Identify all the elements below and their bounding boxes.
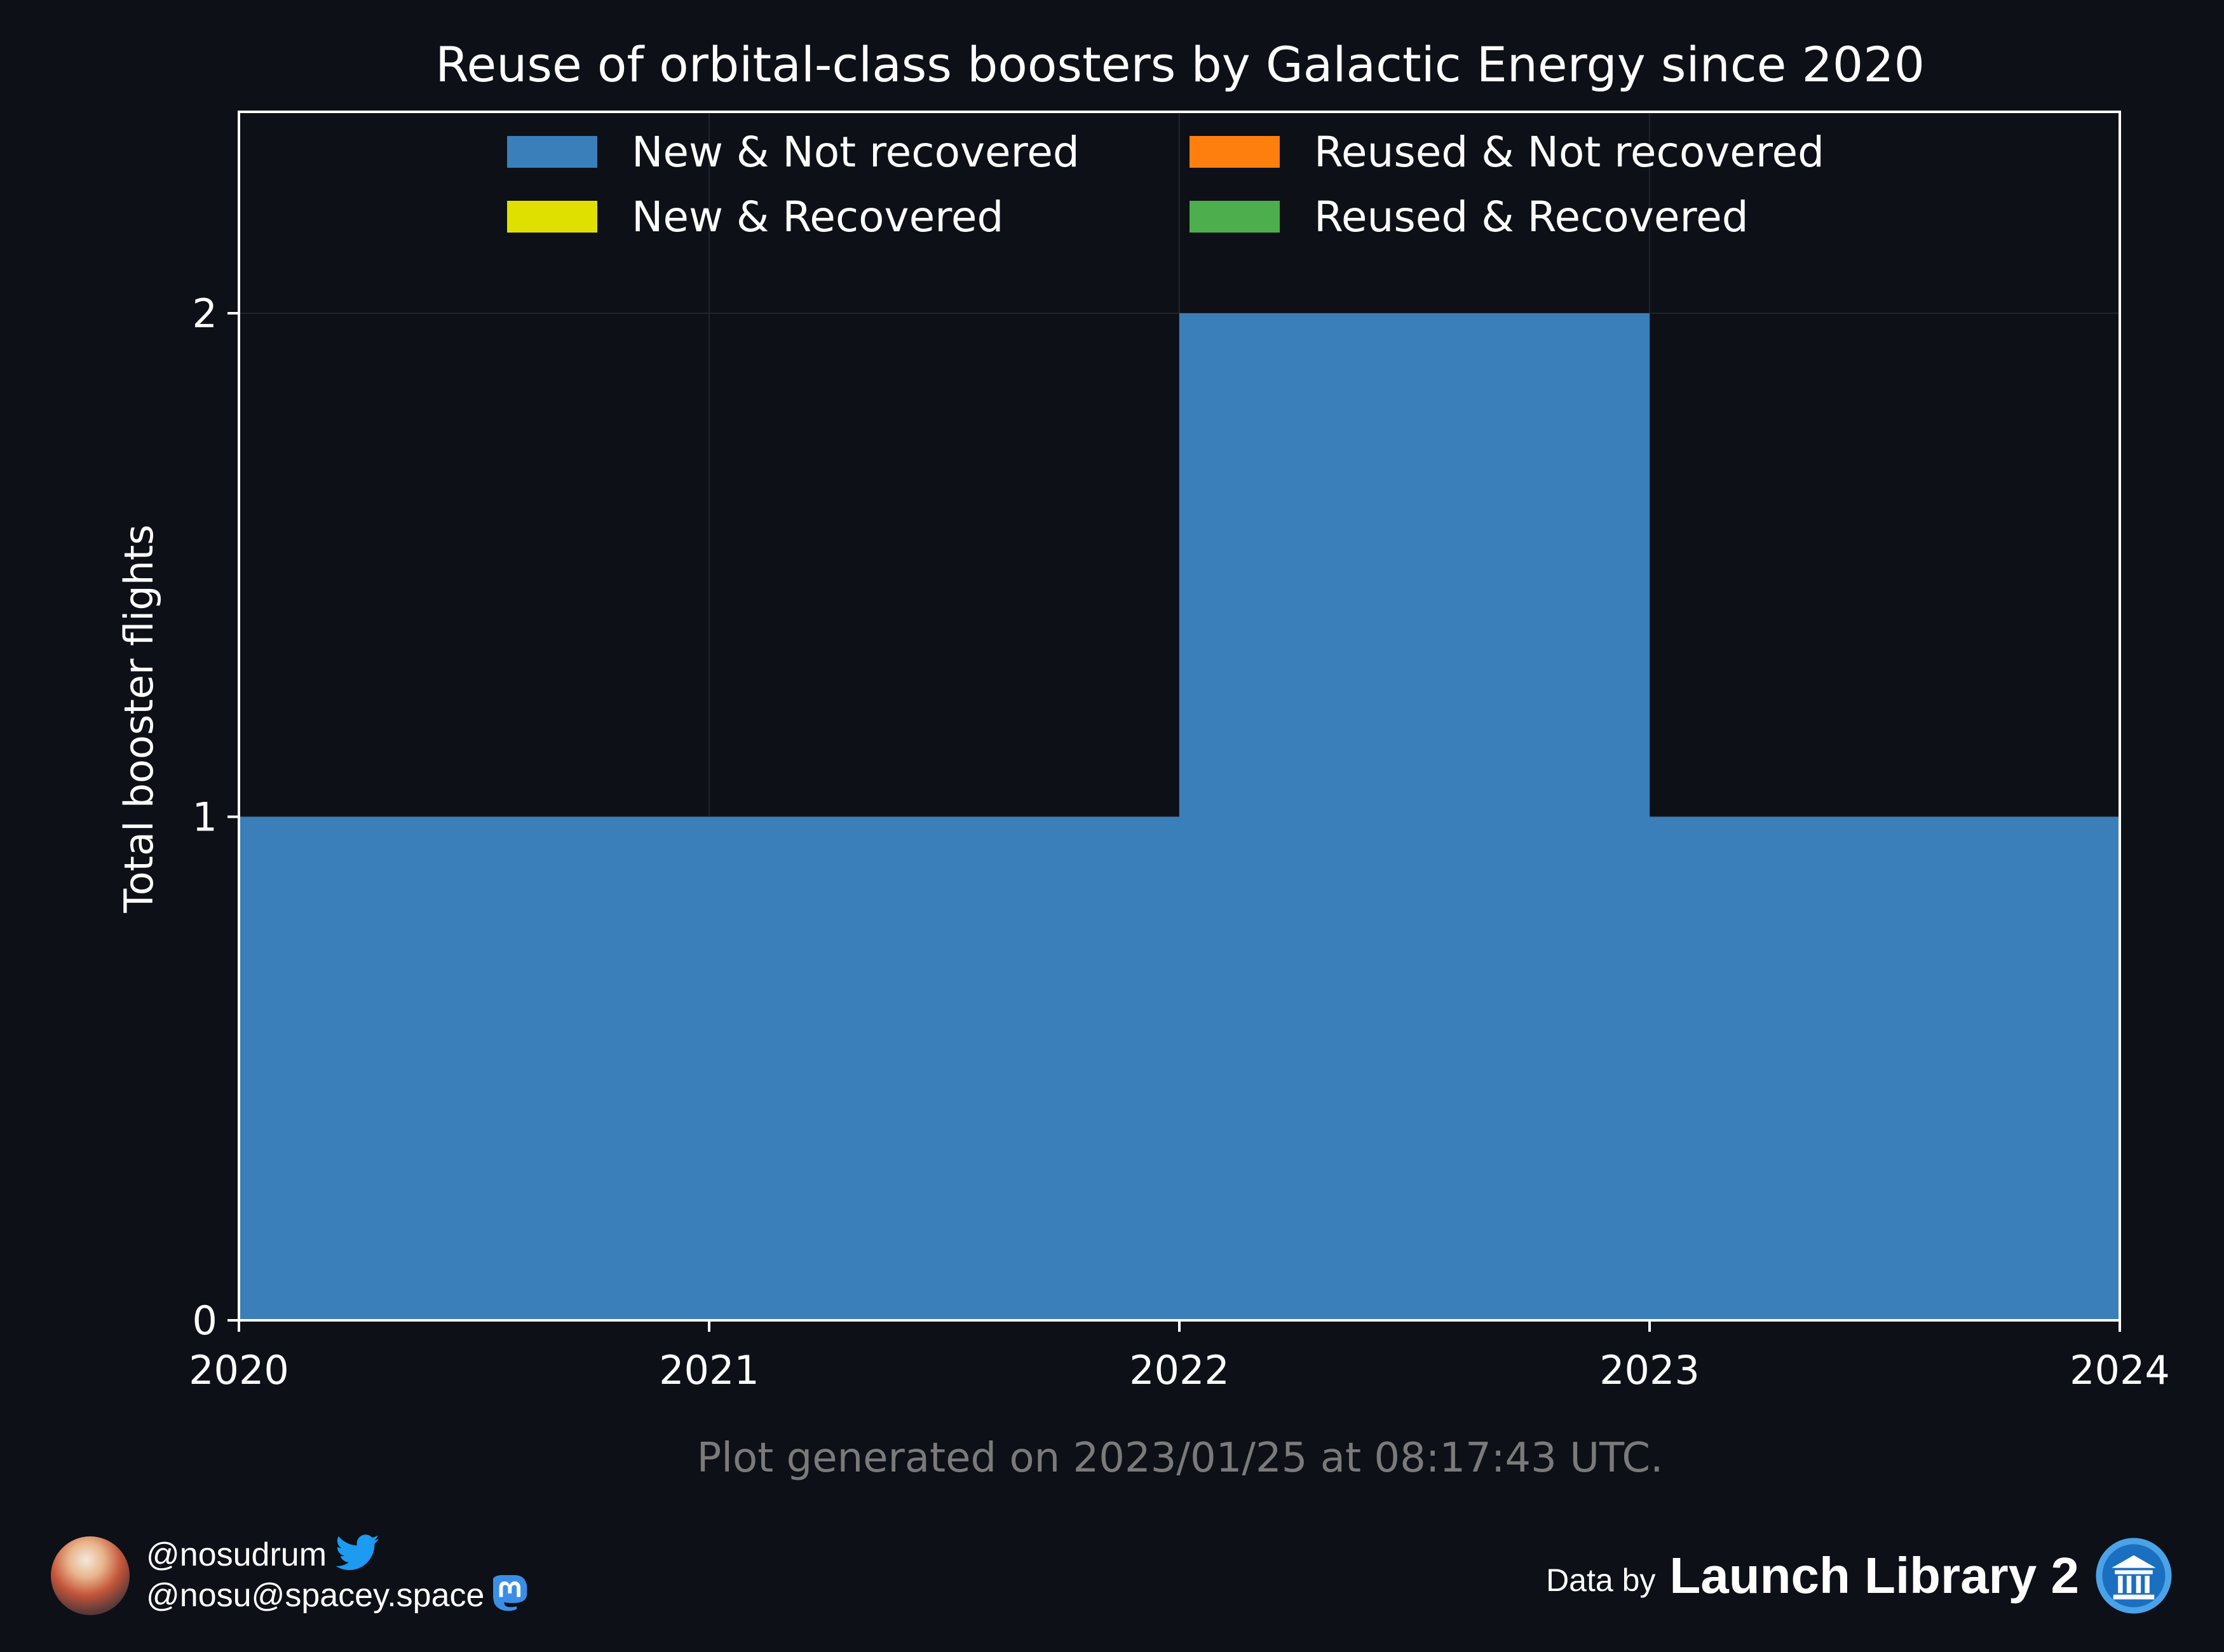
legend-swatch-new-not-recovered: [507, 136, 597, 168]
area-series-new-not-recovered: [239, 313, 2120, 1320]
x-tick-label: 2020: [189, 1347, 289, 1393]
launch-library-logo-icon: [2096, 1538, 2172, 1614]
y-axis-label: Total booster flights: [116, 524, 162, 913]
twitter-handle: @nosudrum: [146, 1536, 327, 1574]
legend-swatch-new-recovered: [507, 201, 597, 233]
y-tick-label: 0: [193, 1297, 217, 1344]
legend-label-reused-recovered: Reused & Recovered: [1314, 193, 1749, 241]
x-tick-label: 2024: [2070, 1347, 2170, 1393]
y-tick-label: 1: [193, 794, 217, 841]
legend-label-reused-not-recovered: Reused & Not recovered: [1314, 128, 1824, 177]
legend-label-new-not-recovered: New & Not recovered: [632, 128, 1080, 177]
chart-title: Reuse of orbital-class boosters by Galac…: [435, 36, 1925, 93]
data-source: Data by Launch Library 2: [1546, 1534, 2173, 1617]
generated-note: Plot generated on 2023/01/25 at 08:17:43…: [697, 1435, 1664, 1482]
legend-swatch-reused-not-recovered: [1190, 136, 1280, 168]
x-tick-label: 2021: [659, 1347, 759, 1393]
avatar: [51, 1536, 130, 1615]
author-credits: @nosudrum @nosu@spacey.space: [51, 1534, 623, 1617]
data-by-label: Data by: [1546, 1562, 1656, 1598]
x-tick-label: 2023: [1599, 1347, 1700, 1393]
twitter-icon: [335, 1534, 380, 1580]
mastodon-credit[interactable]: @nosu@spacey.space: [146, 1574, 527, 1620]
twitter-credit[interactable]: @nosudrum: [146, 1534, 380, 1580]
x-tick-label: 2022: [1129, 1347, 1230, 1393]
legend-label-new-recovered: New & Recovered: [632, 193, 1003, 241]
legend-swatch-reused-recovered: [1190, 201, 1280, 233]
mastodon-icon: [492, 1574, 527, 1620]
launch-library-name[interactable]: Launch Library 2: [1669, 1547, 2079, 1604]
y-tick-label: 2: [193, 290, 217, 337]
mastodon-handle: @nosu@spacey.space: [146, 1577, 485, 1615]
